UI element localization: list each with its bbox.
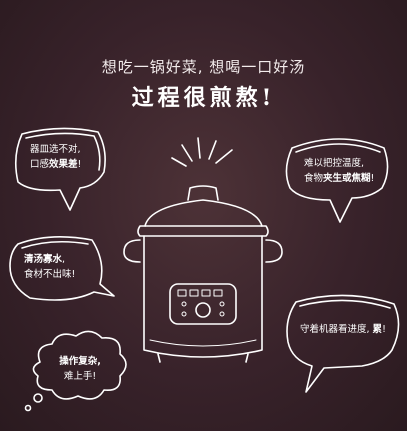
steam-rays-icon [171, 137, 233, 167]
subhead: 过程很煎熬! [131, 85, 276, 111]
bubble-top-left-line2: 口感效果差! [30, 159, 82, 170]
bubble-top-left-text: 器皿选不对, 口感效果差! [30, 142, 81, 172]
bubble-top-left-outline [14, 127, 106, 211]
bubble-bottom-left-line1: 操作复杂, [59, 356, 101, 367]
bubble-bottom-right-line1: 守着机器看进度, 累! [300, 324, 386, 335]
bubble-mid-left-outline [9, 236, 115, 301]
bubble-top-left-line1: 器皿选不对, [30, 144, 81, 155]
bubble-top-right-text: 难以把控温度, 食物夹生或焦糊! [304, 156, 374, 186]
bubble-bottom-right-text: 守着机器看进度, 累! [300, 322, 386, 337]
bubble-top-right-line1: 难以把控温度, [304, 158, 365, 169]
bubble-bottom-left-line2: 难上手! [63, 371, 97, 382]
bubble-mid-left-text: 清汤寡水, 食材不出味! [24, 252, 75, 282]
rice-cooker-icon [123, 185, 283, 363]
bubble-top-right-outline [285, 138, 389, 223]
bubble-bottom-left-outline [24, 330, 127, 412]
bubble-bottom-right-outline [286, 294, 400, 393]
bubble-top-right-line2: 食物夹生或焦糊! [304, 173, 375, 184]
bubble-mid-left-line2: 食材不出味! [24, 269, 76, 280]
bubble-mid-left-line1: 清汤寡水, [24, 254, 66, 265]
headline: 想吃一锅好菜, 想喝一口好汤 [101, 58, 306, 76]
bubble-bottom-left-text: 操作复杂, 难上手! [48, 354, 112, 384]
